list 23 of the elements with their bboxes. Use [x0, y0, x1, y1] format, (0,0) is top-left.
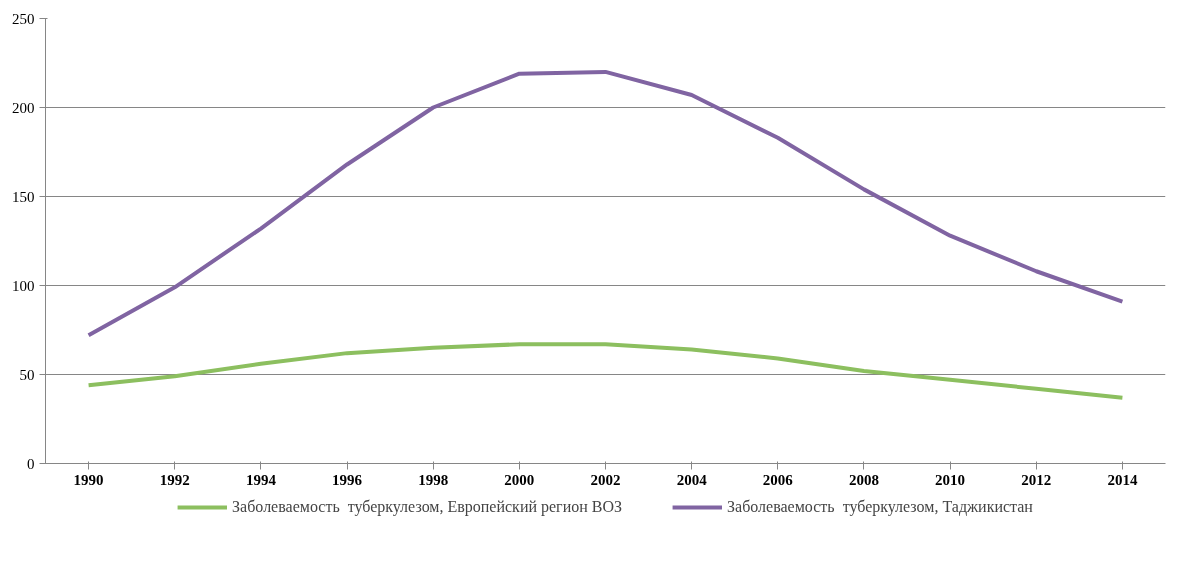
y-tick-label: 200	[12, 99, 35, 116]
y-tick-label: 100	[12, 277, 35, 294]
x-tick-label: 2008	[848, 471, 879, 488]
legend-label: Заболеваемость туберкулезом, Таджикистан	[727, 498, 1033, 516]
x-tick-label: 2002	[590, 471, 621, 488]
y-tick-label: 0	[27, 455, 35, 472]
x-tick-label: 1990	[73, 471, 104, 488]
legend-label: Заболеваемость туберкулезом, Европейский регион ВОЗ	[232, 498, 623, 516]
x-tick-label: 2006	[762, 471, 794, 488]
x-tick-label: 1996	[332, 471, 363, 488]
y-tick-label: 50	[19, 366, 35, 383]
y-tick-label: 150	[12, 188, 35, 205]
x-tick-label: 1992	[159, 471, 190, 488]
x-tick-label: 1998	[418, 471, 449, 488]
line-series	[86, 342, 1125, 400]
x-tick-label: 1994	[245, 471, 277, 488]
line-series	[86, 69, 1125, 338]
x-tick-label: 2004	[676, 471, 708, 488]
x-tick-label: 2012	[1021, 471, 1052, 488]
x-tick-label: 2000	[504, 471, 535, 488]
x-tick-label: 2010	[935, 471, 966, 488]
y-tick-label: 250	[12, 10, 35, 27]
x-tick-label: 2014	[1107, 471, 1138, 488]
